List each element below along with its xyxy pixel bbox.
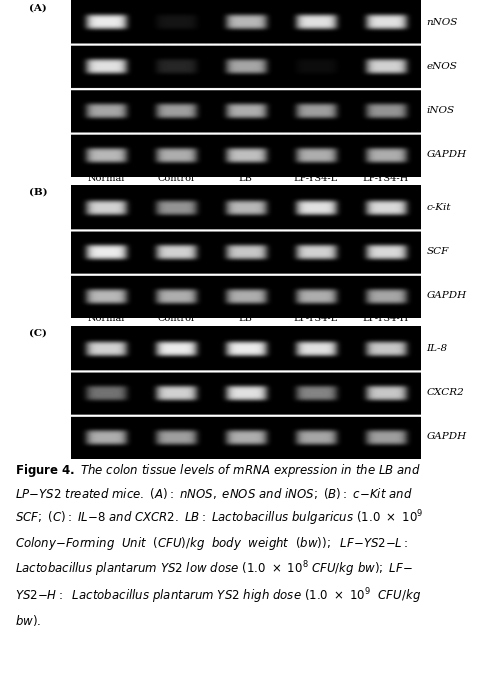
Text: $\bf{Figure\ 4.}$$\it{\ The\ colon\ tissue\ levels\ of\ mRNA\ expression\ in\ th: $\bf{Figure\ 4.}$$\it{\ The\ colon\ tiss… [15, 462, 422, 628]
Text: (C): (C) [29, 329, 47, 338]
Text: Normal: Normal [87, 173, 124, 182]
Text: c-Kit: c-Kit [426, 203, 450, 212]
Text: eNOS: eNOS [426, 62, 456, 71]
Text: (A): (A) [29, 3, 47, 13]
Text: IL-8: IL-8 [426, 344, 447, 353]
Text: LB: LB [238, 173, 252, 182]
Text: LP-YS4-H: LP-YS4-H [362, 315, 408, 323]
Text: (B): (B) [29, 188, 48, 197]
Text: GAPDH: GAPDH [426, 433, 466, 441]
Text: Control: Control [157, 173, 194, 182]
Text: LP-YS4-L: LP-YS4-L [293, 315, 337, 323]
Text: GAPDH: GAPDH [426, 151, 466, 159]
Text: GAPDH: GAPDH [426, 292, 466, 300]
Text: LP-YS4-L: LP-YS4-L [293, 173, 337, 182]
Text: CXCR2: CXCR2 [426, 388, 463, 397]
Text: SCF: SCF [426, 247, 448, 256]
Text: iNOS: iNOS [426, 106, 454, 115]
Text: Normal: Normal [87, 315, 124, 323]
Text: Control: Control [157, 315, 194, 323]
Text: LB: LB [238, 315, 252, 323]
Text: nNOS: nNOS [426, 18, 457, 26]
Text: LP-YS4-H: LP-YS4-H [362, 173, 408, 182]
